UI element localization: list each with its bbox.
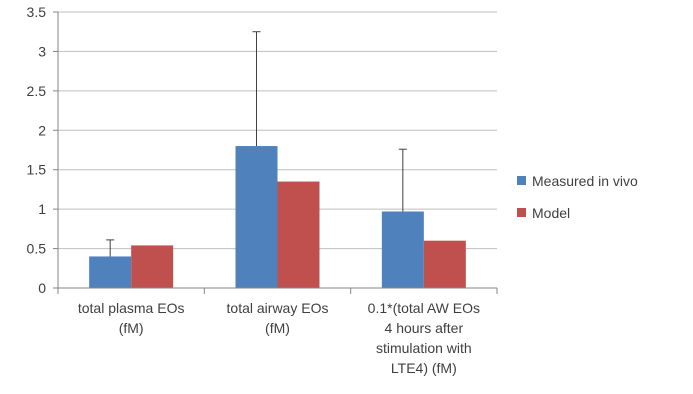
bars: [89, 146, 466, 288]
legend-swatch: [517, 176, 526, 185]
x-category-label-line: 0.1*(total AW EOs: [368, 300, 480, 316]
y-tick-label: 2.5: [27, 83, 47, 99]
y-tick-label: 3.5: [27, 4, 47, 20]
y-tick-label: 1: [38, 201, 46, 217]
legend-label: Model: [532, 205, 570, 221]
y-tick-label: 1.5: [27, 162, 47, 178]
axes: [53, 11, 498, 294]
x-category-label-line: total airway EOs: [227, 300, 329, 316]
error-bars: [106, 31, 407, 257]
x-category-label: total plasma EOs (fM): [78, 300, 185, 336]
bar: [423, 240, 466, 288]
x-category-label: 0.1*(total AW EOs 4 hours after stimulatio…: [368, 300, 480, 376]
legend: Measured in vivo Model: [517, 173, 638, 221]
bar: [235, 146, 278, 288]
legend-label: Measured in vivo: [532, 173, 638, 189]
y-tick-label: 0.5: [27, 241, 47, 257]
category-labels: total plasma EOs (fM) total airway EOs (fM)…: [78, 300, 480, 376]
bar: [277, 181, 320, 288]
x-category-label-line: LTE4) (fM): [391, 360, 457, 376]
x-category-label-line: total plasma EOs: [78, 300, 185, 316]
x-category-label-line: (fM): [265, 320, 290, 336]
y-tick-label: 0: [38, 280, 46, 296]
bar: [381, 211, 424, 288]
legend-swatch: [517, 208, 526, 217]
y-axis-ticks: 0 0.5 1 1.5 2 2.5 3 3.5: [27, 4, 47, 296]
x-category-label-line: (fM): [119, 320, 144, 336]
y-tick-label: 2: [38, 122, 46, 138]
x-category-label: total airway EOs (fM): [227, 300, 329, 336]
bar: [89, 256, 132, 288]
y-tick-label: 3: [38, 43, 46, 59]
bar: [131, 245, 174, 288]
x-category-label-line: 4 hours after: [385, 320, 464, 336]
x-category-label-line: stimulation with: [376, 340, 472, 356]
